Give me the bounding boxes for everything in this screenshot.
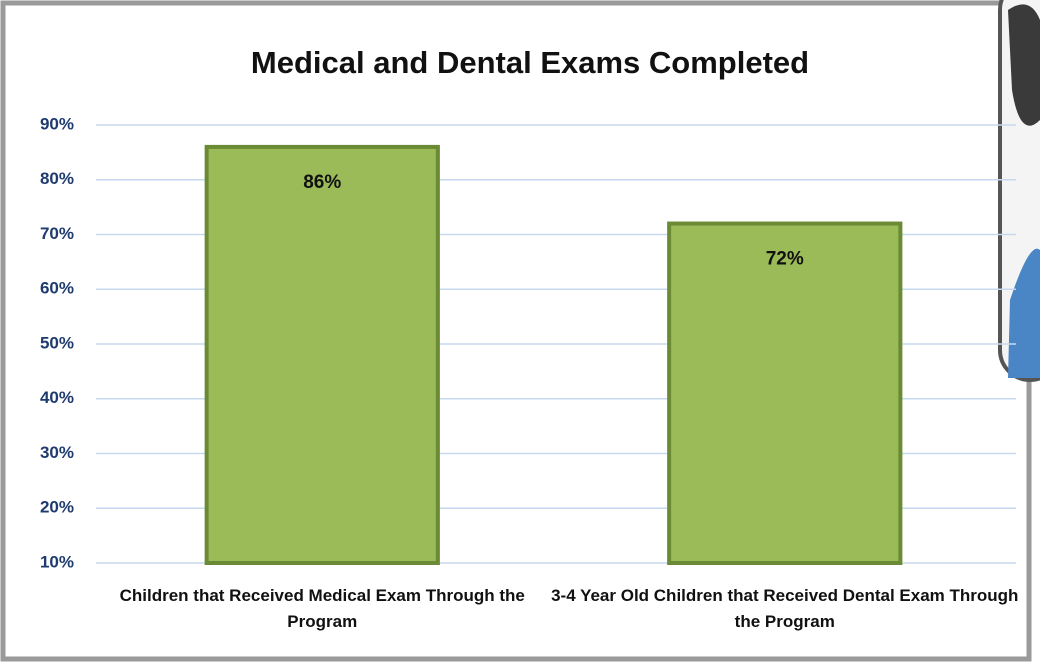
- x-tick-label: 3-4 Year Old Children that Received Dent…: [551, 586, 1019, 631]
- x-tick-label: Children that Received Medical Exam Thro…: [119, 586, 525, 631]
- bar: [204, 144, 440, 565]
- value-label: 86%: [303, 172, 341, 193]
- y-tick-label: 10%: [40, 552, 74, 571]
- y-tick-label: 50%: [40, 333, 74, 352]
- y-tick-label: 20%: [40, 498, 74, 517]
- y-tick-label: 80%: [40, 169, 74, 188]
- chart-title: Medical and Dental Exams Completed: [251, 45, 809, 80]
- photo-inset: [998, 0, 1040, 382]
- y-tick-label: 60%: [40, 279, 74, 298]
- y-tick-label: 30%: [40, 443, 74, 462]
- bar: [667, 221, 903, 566]
- y-tick-label: 40%: [40, 388, 74, 407]
- y-tick-label: 90%: [40, 114, 74, 133]
- y-tick-label: 70%: [40, 224, 74, 243]
- value-label: 72%: [766, 249, 804, 270]
